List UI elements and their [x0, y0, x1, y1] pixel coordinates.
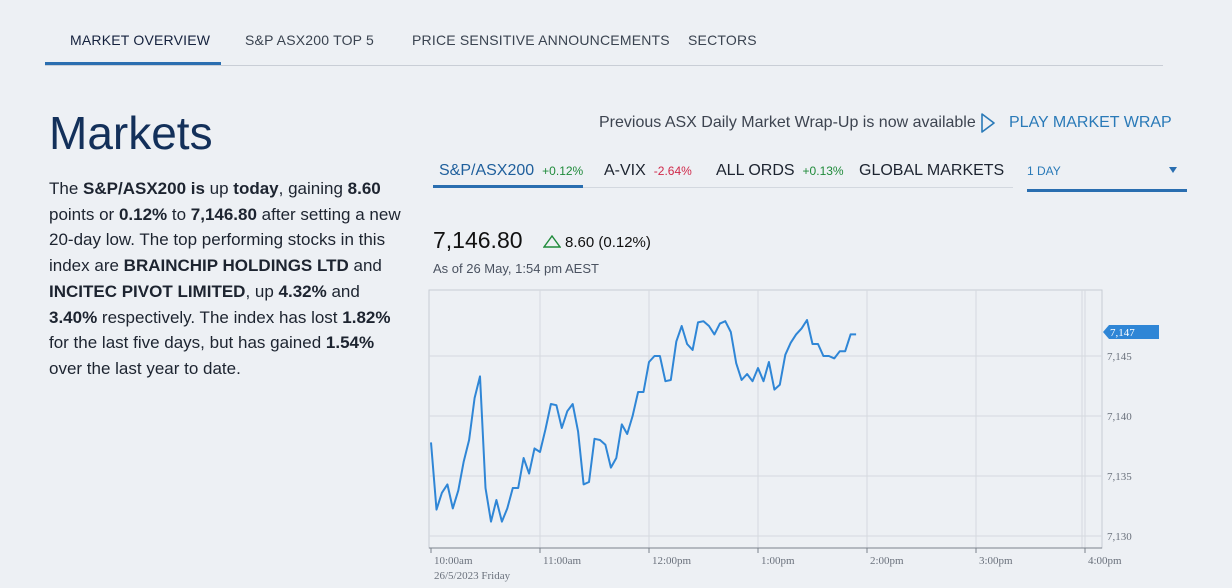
tab-label: ALL ORDS [716, 162, 795, 179]
tab-market-overview[interactable]: MARKET OVERVIEW [45, 18, 221, 65]
play-market-wrap-link[interactable]: PLAY MARKET WRAP [1009, 114, 1172, 131]
x-tick-label: 11:00am [543, 555, 582, 567]
market-wrap-text: Previous ASX Daily Market Wrap-Up is now… [599, 114, 976, 131]
as-of-timestamp: As of 26 May, 1:54 pm AEST [433, 261, 599, 276]
x-tick-label: 1:00pm [761, 555, 795, 567]
time-range-value: 1 DAY [1027, 164, 1061, 178]
y-tick-label: 7,130 [1107, 531, 1132, 543]
caret-down-icon [1169, 167, 1177, 173]
x-tick-label: 2:00pm [870, 555, 904, 567]
market-tabs: MARKET OVERVIEW S&P ASX200 TOP 5 PRICE S… [45, 18, 1163, 66]
page-title: Markets [49, 107, 213, 159]
y-tick-label: 7,135 [1107, 471, 1132, 483]
last-value-label: 7,147 [1110, 327, 1135, 339]
x-tick-label: 4:00pm [1088, 555, 1122, 567]
x-tick-label: 10:00am [434, 555, 473, 567]
series-line [430, 319, 857, 523]
tab-change: -2.64% [653, 164, 692, 178]
last-value-badge: 7,147 [1103, 325, 1159, 339]
x-tick-label: 3:00pm [979, 555, 1013, 567]
y-tick-label: 7,145 [1107, 351, 1132, 363]
tab-change: +0.13% [802, 164, 844, 178]
last-value-badge-shape [1103, 325, 1159, 339]
time-range-select[interactable]: 1 DAY [1027, 154, 1187, 192]
tab-label: GLOBAL MARKETS [859, 162, 1005, 179]
tab-price-sensitive-announcements[interactable]: PRICE SENSITIVE ANNOUNCEMENTS [412, 32, 670, 48]
tab-a-vix[interactable]: A-VIX -2.64% [604, 154, 692, 188]
index-tabs: S&P/ASX200 +0.12% A-VIX -2.64% ALL ORDS +0.… [433, 154, 1013, 188]
tab-all-ords[interactable]: ALL ORDS +0.13% [716, 154, 844, 188]
index-change-value: 8.60 (0.12%) [565, 234, 651, 251]
y-tick-label: 7,140 [1107, 411, 1132, 423]
tab-asx200-top5[interactable]: S&P ASX200 TOP 5 [245, 32, 375, 48]
tab-sp-asx200[interactable]: S&P/ASX200 +0.12% [433, 154, 583, 188]
index-price: 7,146.80 [433, 227, 523, 253]
tab-sectors[interactable]: SECTORS [688, 32, 757, 48]
triangle-up-icon [543, 235, 561, 248]
market-summary: The S&P/ASX200 is up today, gaining 8.60… [49, 179, 401, 378]
play-icon[interactable] [979, 112, 997, 134]
tab-global-markets[interactable]: GLOBAL MARKETS [859, 154, 1004, 188]
tab-change: +0.12% [542, 164, 584, 178]
tab-label: A-VIX [604, 162, 646, 179]
x-sublabel: 26/5/2023 Friday [434, 570, 511, 582]
plot-area [428, 289, 1103, 549]
tab-label: S&P/ASX200 [439, 162, 535, 179]
index-change: 8.60 (0.12%) [543, 234, 651, 251]
x-tick-label: 12:00pm [652, 555, 692, 567]
